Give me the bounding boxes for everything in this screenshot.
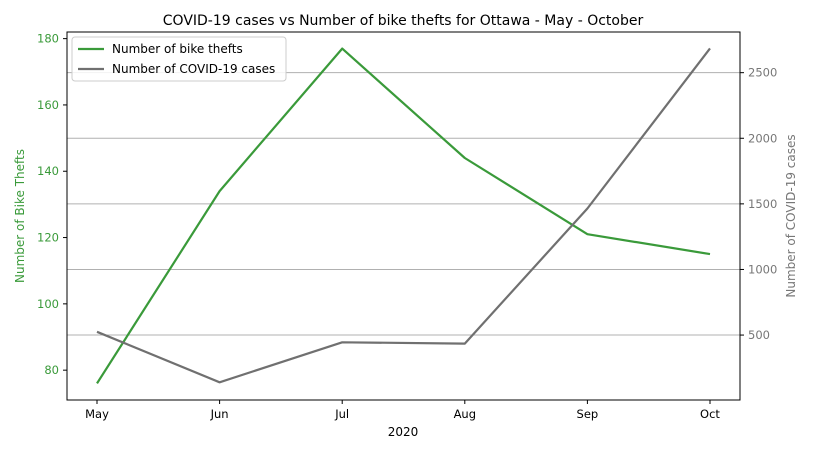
- y-right-axis-label: Number of COVID-19 cases: [784, 134, 798, 297]
- legend: Number of bike thefts Number of COVID-19 …: [71, 36, 287, 82]
- series-line-covid-cases: [96, 47, 711, 384]
- series-line-bike-thefts: [96, 47, 711, 384]
- x-tick-label-sep: Sep: [577, 407, 599, 421]
- y-right-tick-label-1500: 1500: [748, 197, 777, 211]
- y-left-tick-label-180: 180: [37, 32, 59, 46]
- x-tick-label-oct: Oct: [700, 407, 720, 421]
- y-axis-left: 80 100 120 140 160 180: [37, 32, 67, 377]
- legend-label-covid-cases: Number of COVID-19 cases: [112, 62, 275, 76]
- x-tick-label-may: May: [85, 407, 109, 421]
- x-tick-label-aug: Aug: [454, 407, 476, 421]
- y-axis-right: 500 1000 1500 2000 2500: [740, 66, 777, 342]
- y-right-tick-label-2500: 2500: [748, 66, 777, 80]
- y-left-axis-label: Number of Bike Thefts: [13, 149, 27, 283]
- y-left-tick-label-160: 160: [37, 98, 59, 112]
- grid: [67, 72, 740, 336]
- series-lines: [96, 47, 711, 384]
- y-left-tick-label-80: 80: [44, 363, 59, 377]
- y-right-tick-label-1000: 1000: [748, 262, 777, 276]
- x-tick-label-jul: Jul: [334, 407, 349, 421]
- y-right-tick-label-2000: 2000: [748, 131, 777, 145]
- x-tick-label-jun: Jun: [210, 407, 229, 421]
- y-left-tick-label-120: 120: [37, 231, 59, 245]
- y-left-tick-label-100: 100: [37, 297, 59, 311]
- plot-frame: [66, 31, 741, 401]
- legend-box: [71, 36, 287, 82]
- x-axis-label: 2020: [388, 425, 419, 439]
- chart-title: COVID-19 cases vs Number of bike thefts …: [163, 13, 644, 29]
- y-right-tick-label-500: 500: [748, 328, 770, 342]
- x-axis: May Jun Jul Aug Sep Oct: [85, 400, 720, 421]
- legend-label-bike-thefts: Number of bike thefts: [112, 42, 243, 56]
- y-left-tick-label-140: 140: [37, 164, 59, 178]
